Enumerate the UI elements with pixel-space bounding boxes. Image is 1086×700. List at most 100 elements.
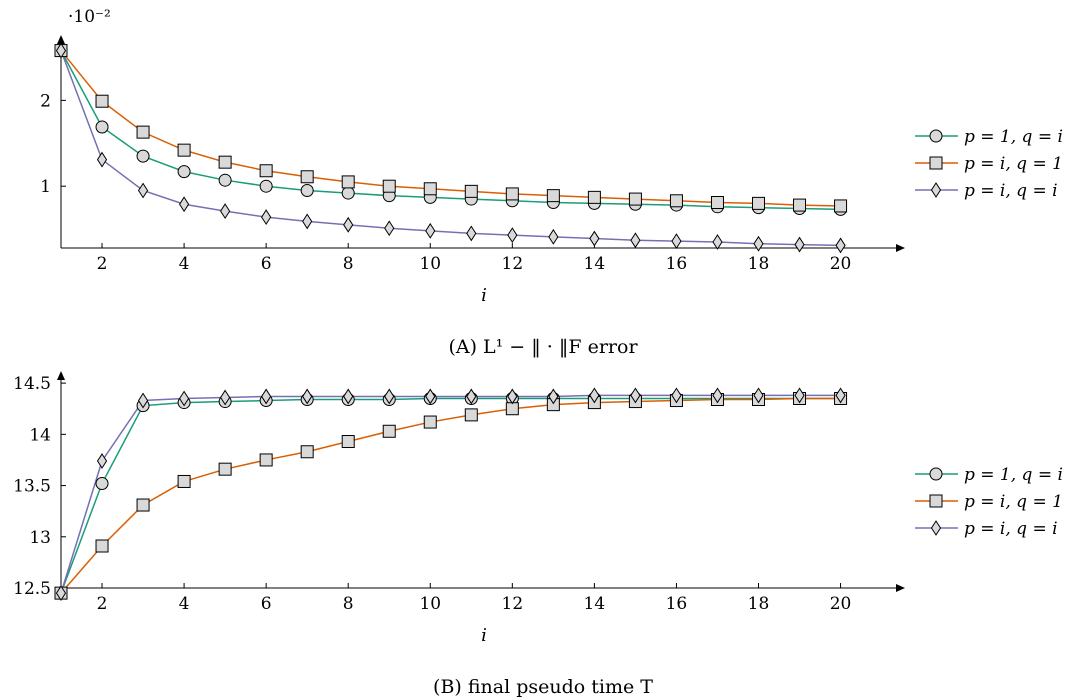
data-point-square-b <box>505 402 519 416</box>
data-point-diamond-a <box>589 230 600 247</box>
x-tick-label-b: 2 <box>97 594 108 614</box>
data-point-square-a <box>95 94 109 108</box>
data-point-diamond-a <box>261 209 272 226</box>
data-point-square-a <box>464 184 478 198</box>
series-line-diamond-b <box>60 394 841 594</box>
y-tick-label-b: 12.5 <box>13 579 51 599</box>
x-tick-label-a: 14 <box>584 254 606 274</box>
data-point-diamond-b <box>302 388 313 405</box>
data-point-diamond-b <box>55 585 67 602</box>
y-axis-arrow-b <box>57 371 65 380</box>
data-point-square-b <box>218 462 232 476</box>
legend-b: p = 1, q = i p = i, q = 1 p = i, q = i <box>915 465 1063 539</box>
y-tick-label-b: 14.5 <box>13 374 51 394</box>
data-point-diamond-b <box>753 387 764 404</box>
x-axis-label-b: i <box>481 625 487 646</box>
data-point-diamond-b <box>466 388 477 405</box>
caption-tag-a: (A) <box>448 336 477 358</box>
data-point-diamond-a <box>178 196 190 213</box>
data-point-square-b <box>464 408 478 422</box>
data-point-square-b <box>382 424 396 438</box>
legend-marker-square-b <box>929 494 943 508</box>
data-point-circle-a <box>95 120 109 134</box>
data-point-diamond-b <box>507 388 518 405</box>
data-point-diamond-a <box>55 42 67 59</box>
data-point-diamond-b <box>630 387 641 404</box>
data-point-diamond-a <box>753 235 764 252</box>
x-tick-label-b: 20 <box>830 594 852 614</box>
plot-b: 2 4 6 8 10 12 14 16 18 20 12.5 13 13.5 14 14.5 <box>13 371 905 614</box>
x-axis-arrow-b <box>896 584 905 592</box>
legend-marker-circle-b <box>929 467 943 481</box>
y-axis-arrow-a <box>57 35 65 44</box>
data-point-square-b <box>259 453 273 467</box>
data-point-diamond-a <box>425 222 436 239</box>
data-point-circle-b <box>95 477 109 491</box>
x-tick-label-a: 4 <box>179 254 190 274</box>
data-point-square-a <box>300 170 314 184</box>
x-tick-label-a: 2 <box>97 254 108 274</box>
series-line-square-a <box>60 50 841 207</box>
data-point-square-a <box>710 196 724 210</box>
data-point-square-a <box>834 199 848 213</box>
data-point-square-a <box>136 125 150 139</box>
data-point-diamond-b <box>835 387 846 404</box>
series-line-diamond-a <box>60 50 841 247</box>
data-point-diamond-b <box>712 387 723 404</box>
data-point-diamond-a <box>712 234 723 250</box>
data-point-square-a <box>505 187 519 201</box>
legend-marker-square-a <box>929 156 943 170</box>
x-tick-label-a: 8 <box>343 254 354 274</box>
x-tick-label-b: 10 <box>419 594 441 614</box>
x-tick-label-b: 14 <box>584 594 606 614</box>
data-point-square-a <box>177 143 191 157</box>
data-point-square-b <box>95 539 109 553</box>
data-point-diamond-b <box>589 387 600 404</box>
panel-b: 2 4 6 8 10 12 14 16 18 20 12.5 13 13.5 14 14.5 p = 1, … <box>13 371 1063 698</box>
legend-label-diamond-b: p = i, q = i <box>964 519 1058 539</box>
data-point-square-a <box>793 198 807 212</box>
caption-text-a: L¹ − ‖ · ‖F error <box>483 336 638 358</box>
data-point-diamond-a <box>137 182 149 199</box>
data-point-diamond-a <box>466 225 477 242</box>
data-point-diamond-b <box>137 392 149 409</box>
x-tick-label-b: 6 <box>261 594 272 614</box>
legend-label-square-a: p = i, q = 1 <box>964 154 1063 174</box>
caption-tag-b: (B) <box>433 676 462 698</box>
x-axis-arrow-a <box>896 244 905 252</box>
data-point-diamond-a <box>384 220 395 237</box>
x-tick-label-b: 4 <box>179 594 190 614</box>
data-point-circle-a <box>136 149 150 163</box>
data-point-circle-a <box>259 179 273 193</box>
data-point-square-a <box>259 164 273 178</box>
y-tick-label-b: 13 <box>29 528 51 548</box>
x-tick-label-a: 10 <box>419 254 441 274</box>
data-point-circle-a <box>300 183 314 197</box>
x-tick-label-b: 12 <box>502 594 524 614</box>
data-point-square-b <box>341 435 355 449</box>
data-point-diamond-a <box>96 151 108 168</box>
data-point-diamond-b <box>96 453 108 469</box>
data-point-diamond-a <box>671 233 682 250</box>
legend-marker-circle-a <box>929 129 943 143</box>
data-point-diamond-a <box>835 237 846 254</box>
legend-marker-diamond-b <box>930 520 942 536</box>
data-point-diamond-a <box>630 232 641 249</box>
data-point-square-b <box>300 445 314 459</box>
data-point-square-a <box>341 175 355 189</box>
x-tick-label-a: 16 <box>666 254 688 274</box>
data-point-square-a <box>423 182 437 196</box>
series-line-circle-b <box>60 397 841 594</box>
legend-label-diamond-a: p = i, q = i <box>964 181 1058 201</box>
data-point-square-b <box>423 415 437 429</box>
data-point-diamond-a <box>548 228 559 245</box>
data-point-diamond-b <box>425 388 436 405</box>
legend-marker-diamond-a <box>930 182 942 198</box>
data-point-square-b <box>177 474 191 488</box>
data-point-diamond-b <box>671 387 682 404</box>
legend-label-circle-a: p = 1, q = i <box>964 127 1063 147</box>
data-point-square-a <box>546 189 560 203</box>
legend-label-circle-b: p = 1, q = i <box>964 465 1063 485</box>
